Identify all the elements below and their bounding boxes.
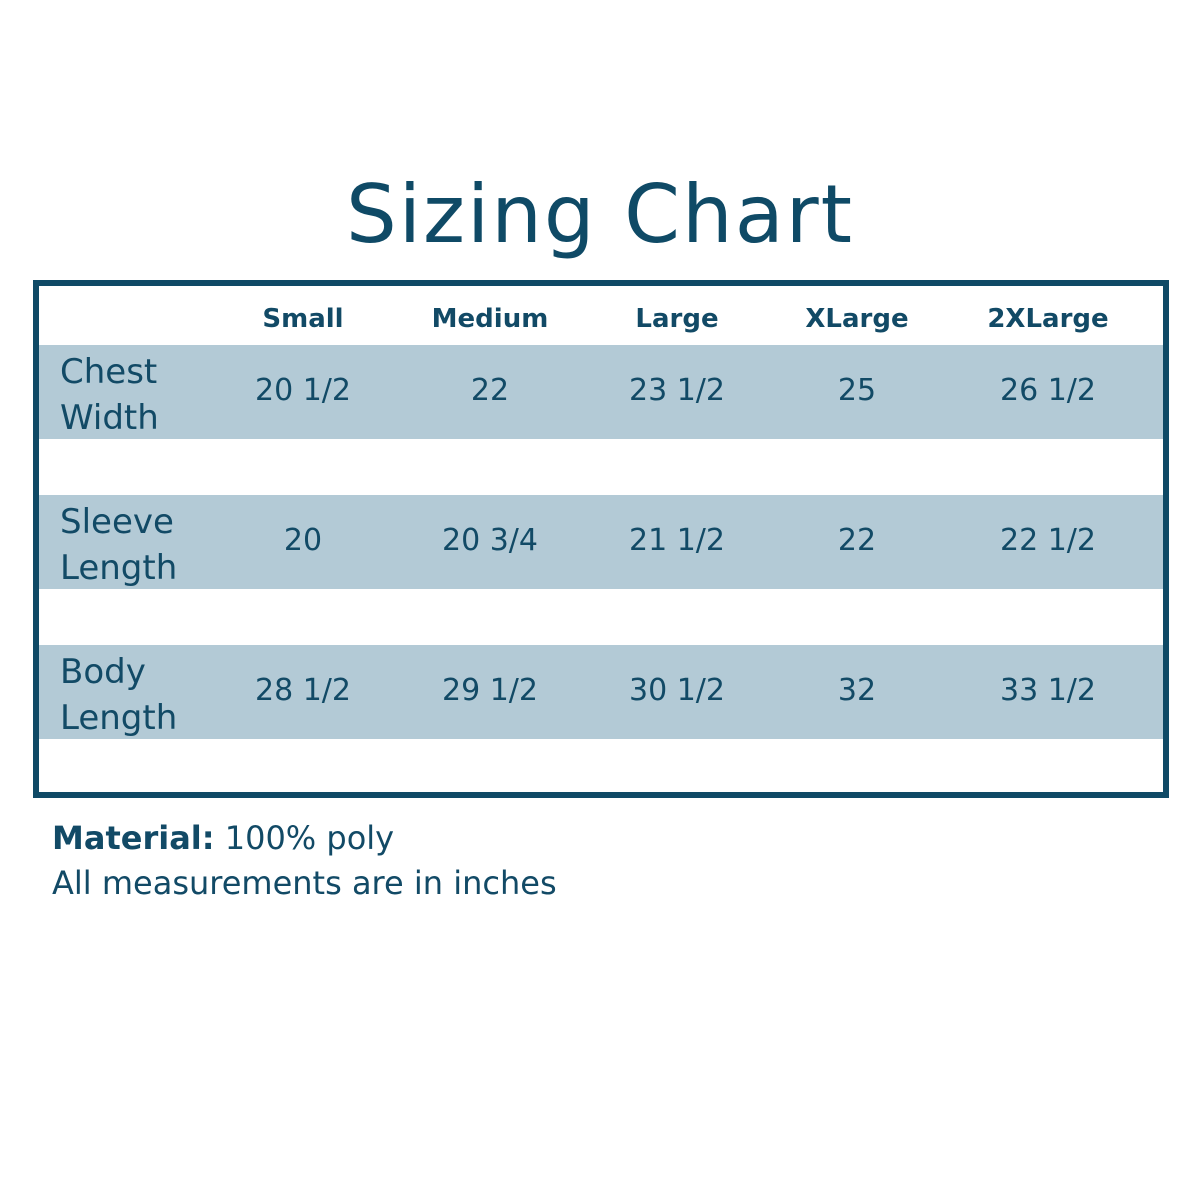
table-cell: 20 1/2 [255,373,351,408]
sizing-table: Small Medium Large XLarge 2XLarge Chest Width 2… [33,280,1169,798]
units-note: All measurements are in inches [52,864,557,902]
table-cell: 30 1/2 [629,673,725,708]
row-label-line: Width [60,398,159,438]
row-label-line: Chest [60,352,158,392]
table-cell: 29 1/2 [442,673,538,708]
table-cell: 26 1/2 [1000,373,1096,408]
row-label-line: Body [60,652,146,692]
row-label: Chest Width [60,349,159,441]
table-row: Body Length 28 1/2 29 1/2 30 1/2 32 33 1/2 [39,645,1163,739]
table-cell: 23 1/2 [629,373,725,408]
notes: Material: 100% poly All measurements are… [52,816,557,906]
table-cell: 20 3/4 [442,523,538,558]
material-label: Material: [52,819,215,857]
table-cell: 22 [470,373,510,408]
table-cell: 21 1/2 [629,523,725,558]
table-cell: 28 1/2 [255,673,351,708]
table-cell: 22 1/2 [1000,523,1096,558]
table-cell: 25 [837,373,877,408]
table-cell: 20 [283,523,323,558]
row-label-line: Length [60,698,178,738]
row-label: Body Length [60,649,177,741]
table-row: Sleeve Length 20 20 3/4 21 1/2 22 22 1/2 [39,495,1163,589]
column-header: Medium [431,304,549,334]
table-cell: 22 [837,523,877,558]
row-label: Sleeve Length [60,499,177,591]
column-header: Large [635,304,719,334]
material-value: 100% poly [214,819,395,857]
table-row: Chest Width 20 1/2 22 23 1/2 25 26 1/2 [39,345,1163,439]
column-header: 2XLarge [987,304,1109,334]
column-header: XLarge [805,304,909,334]
material-line: Material: 100% poly [52,816,557,861]
page-title: Sizing Chart [346,168,854,261]
table-cell: 33 1/2 [1000,673,1096,708]
table-cell: 32 [837,673,877,708]
row-label-line: Sleeve [60,502,174,542]
row-label-line: Length [60,548,178,588]
column-header: Small [262,304,344,334]
